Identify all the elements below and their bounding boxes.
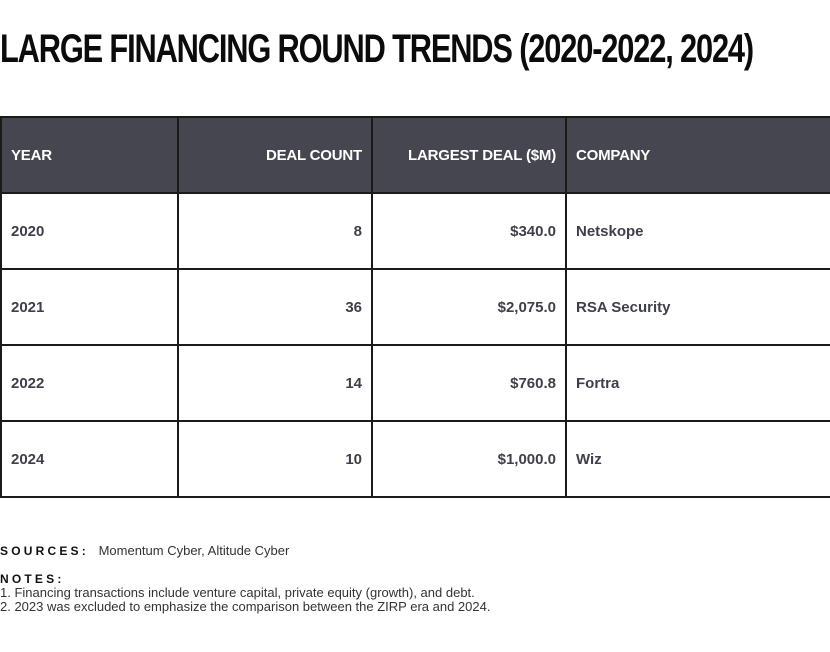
cell-deal-count: 36 bbox=[177, 268, 373, 346]
cell-deal-count: 14 bbox=[177, 344, 373, 422]
sources-text: Momentum Cyber, Altitude Cyber bbox=[98, 543, 290, 558]
cell-largest-deal: $2,075.0 bbox=[371, 268, 567, 346]
table-row: 2022 14 $760.8 Fortra bbox=[0, 344, 830, 422]
cell-largest-deal: $1,000.0 bbox=[371, 420, 567, 498]
cell-deal-count: 8 bbox=[177, 192, 373, 270]
cell-company: Wiz bbox=[565, 420, 830, 498]
table-row: 2024 10 $1,000.0 Wiz bbox=[0, 420, 830, 498]
column-header-year: YEAR bbox=[0, 116, 179, 194]
notes-block: NOTES: 1. Financing transactions include… bbox=[0, 572, 830, 614]
cell-largest-deal: $340.0 bbox=[371, 192, 567, 270]
column-header-largest-deal: LARGEST DEAL ($M) bbox=[371, 116, 567, 194]
cell-company: Fortra bbox=[565, 344, 830, 422]
note-item: 2. 2023 was excluded to emphasize the co… bbox=[0, 599, 491, 614]
cell-company: Netskope bbox=[565, 192, 830, 270]
cell-year: 2022 bbox=[0, 344, 179, 422]
chart-title: LARGE FINANCING ROUND TRENDS (2020-2022,… bbox=[0, 27, 754, 71]
cell-year: 2020 bbox=[0, 192, 179, 270]
cell-year: 2021 bbox=[0, 268, 179, 346]
sources-line: SOURCES: Momentum Cyber, Altitude Cyber bbox=[0, 543, 830, 559]
table-header-row: YEAR DEAL COUNT LARGEST DEAL ($M) COMPAN… bbox=[0, 116, 830, 194]
cell-company: RSA Security bbox=[565, 268, 830, 346]
cell-largest-deal: $760.8 bbox=[371, 344, 567, 422]
column-header-deal-count: DEAL COUNT bbox=[177, 116, 373, 194]
column-header-company: COMPANY bbox=[565, 116, 830, 194]
note-item: 1. Financing transactions include ventur… bbox=[0, 585, 475, 600]
cell-deal-count: 10 bbox=[177, 420, 373, 498]
cell-year: 2024 bbox=[0, 420, 179, 498]
data-table: YEAR DEAL COUNT LARGEST DEAL ($M) COMPAN… bbox=[0, 116, 830, 498]
footnotes: SOURCES: Momentum Cyber, Altitude Cyber … bbox=[0, 544, 830, 614]
notes-label: NOTES: bbox=[0, 572, 65, 586]
data-table-container: YEAR DEAL COUNT LARGEST DEAL ($M) COMPAN… bbox=[0, 116, 830, 500]
table-row: 2021 36 $2,075.0 RSA Security bbox=[0, 268, 830, 346]
table-row: 2020 8 $340.0 Netskope bbox=[0, 192, 830, 270]
sources-label: SOURCES: bbox=[0, 544, 89, 558]
